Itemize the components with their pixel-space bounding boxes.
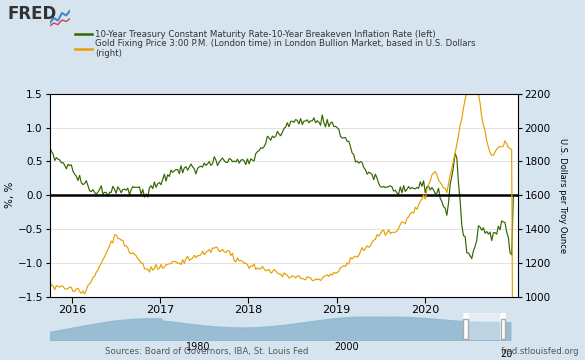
Bar: [463, 319, 468, 339]
Bar: [466, 313, 503, 340]
Bar: [501, 319, 505, 339]
Text: Sources: Board of Governors, IBA, St. Louis Fed: Sources: Board of Governors, IBA, St. Lo…: [105, 347, 309, 356]
Y-axis label: %, %: %, %: [5, 182, 15, 208]
Text: 20: 20: [500, 349, 513, 359]
Text: FRED: FRED: [7, 5, 56, 23]
Text: 10-Year Treasury Constant Maturity Rate-10-Year Breakeven Inflation Rate (left): 10-Year Treasury Constant Maturity Rate-…: [95, 30, 435, 39]
Text: fred.stlouisfed.org: fred.stlouisfed.org: [501, 347, 579, 356]
Text: Gold Fixing Price 3:00 P.M. (London time) in London Bullion Market, based in U.S: Gold Fixing Price 3:00 P.M. (London time…: [95, 39, 475, 58]
Y-axis label: U.S. Dollars per Troy Ounce: U.S. Dollars per Troy Ounce: [558, 138, 567, 253]
